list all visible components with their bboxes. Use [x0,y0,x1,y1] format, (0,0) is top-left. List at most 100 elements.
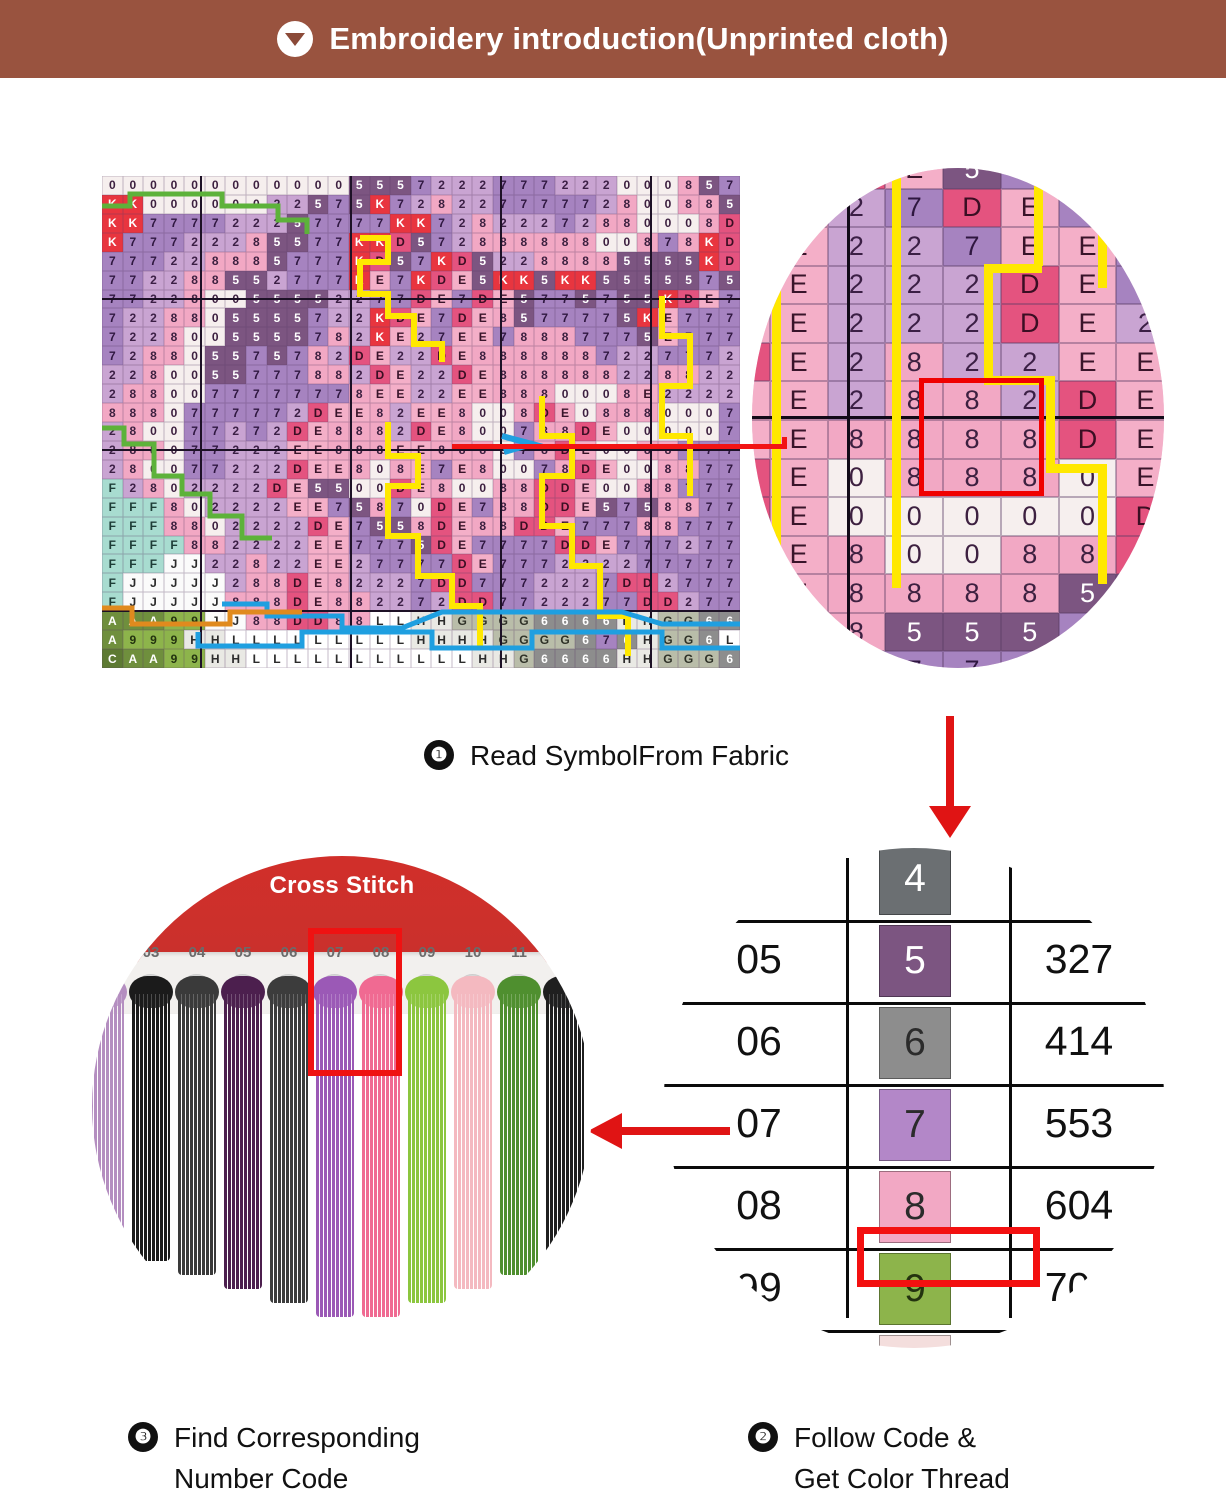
pattern-cell: 2 [575,176,596,195]
pattern-cell: D [390,232,411,252]
magnified-cell: 2 [1000,342,1059,382]
pattern-cell: 5 [246,308,267,328]
pattern-cell: E [451,459,473,479]
pattern-cell: D [575,459,596,479]
pattern-cell: 7 [328,384,349,404]
pattern-cell: 2 [616,365,638,385]
pattern-cell: 2 [102,421,123,441]
pattern-cell: A [102,630,123,650]
magnified-cell: 7 [1116,612,1164,652]
pattern-cell: 8 [678,365,699,385]
pattern-cell: A [122,649,144,668]
pattern-cell: 5 [513,308,535,328]
magnified-cell: 8 [827,419,886,459]
magnified-cell: 8 [885,574,944,613]
step-3-badge: ❸ [128,1422,158,1452]
pattern-cell: 0 [678,403,699,422]
pattern-cell: D [307,516,329,536]
pattern-cell: E [451,535,473,555]
pattern-cell: 5 [307,478,329,498]
magnified-cell: 8 [827,574,886,613]
pattern-cell: D [534,516,555,536]
pattern-cell: 8 [616,384,638,404]
magnified-cell: 2 [1058,168,1117,189]
pattern-cell: 5 [390,516,411,536]
pattern-cell: 7 [513,554,535,574]
pattern-cell: 5 [410,535,432,555]
pattern-cell: 8 [348,459,370,479]
chevron-down-icon [277,21,314,57]
code-table: 40553270664140775530886046997040 [664,848,1164,1348]
magnified-cell: 8 [1000,574,1059,613]
magnifier-outline-yellow-1 [772,168,781,668]
pattern-cell: E [431,403,452,422]
pattern-cell: 8 [657,478,679,498]
pattern-cell: 8 [143,403,164,422]
pattern-cell: 2 [246,478,267,498]
pattern-cell: 8 [328,365,349,385]
pattern-cell: 7 [266,384,288,404]
pattern-cell: 2 [616,346,638,366]
pattern-cell: 5 [657,251,679,271]
pattern-cell: 2 [266,194,288,214]
pattern-cell: 0 [698,421,720,441]
magnified-cell: 7 [943,227,1001,266]
pattern-cell: D [451,573,473,593]
magnified-cell: 7 [1058,612,1117,652]
magnifier-highlight-box [919,378,1044,496]
pattern-cell: 0 [678,213,699,233]
pattern-cell: D [554,535,576,555]
pattern-cell: 7 [287,270,308,290]
pattern-cell: E [369,384,391,404]
pattern-cell: 8 [410,516,432,536]
pattern-cell: 0 [616,176,638,195]
pattern-cell: L [328,630,349,650]
pattern-cell: 6 [698,630,720,650]
pattern-cell: 7 [431,554,452,574]
pattern-cell: 2 [472,194,494,214]
pattern-cell: 5 [266,346,288,366]
magnified-cell: 8 [827,535,886,575]
pattern-cell: 7 [328,194,349,214]
pattern-cell: 8 [513,365,535,385]
pattern-cell: 7 [493,573,514,593]
thread-skein [270,994,308,1303]
pattern-cell: 7 [719,459,740,479]
pattern-cell: J [204,592,226,612]
pattern-cell: E [575,478,596,498]
table-cell-code: 08 [736,1182,782,1228]
grid-major-line-h1 [102,298,740,300]
thread-hole-number: 12 [556,944,574,961]
pattern-cell: 7 [719,403,740,422]
pattern-cell: D [287,592,308,612]
pattern-cell: 7 [698,459,720,479]
pattern-cell: 0 [163,194,185,214]
pattern-cell: 0 [451,478,473,498]
magnifier-outline-yellow-2 [892,168,901,588]
pattern-cell: K [390,213,411,233]
pattern-cell: 8 [122,459,144,479]
magnified-cell: D [943,188,1001,228]
pattern-cell: D [307,403,329,422]
pattern-cell: 0 [472,403,494,422]
pattern-cell: 7 [307,384,329,404]
pattern-cell: 2 [678,592,699,612]
pattern-cell: E [410,403,432,422]
magnified-cell: 0 [943,497,1001,536]
pattern-cell: 2 [266,459,288,479]
thread-hole-number: 06 [280,944,298,961]
pattern-cell: 2 [390,592,411,612]
pattern-cell: 5 [637,327,658,347]
pattern-cell: F [102,497,123,517]
pattern-cell: 2 [410,384,432,404]
pattern-cell: K [369,308,391,328]
thread-hole-number: 09 [418,944,436,961]
pattern-cell: 7 [246,346,267,366]
pattern-cell: 0 [616,232,638,252]
pattern-cell: E [637,384,658,404]
pattern-cell: D [431,573,452,593]
pattern-cell: E [328,516,349,536]
magnified-cell: 7 [1058,188,1117,228]
magnified-cell: D [1116,535,1164,575]
pattern-cell: 7 [637,554,658,574]
